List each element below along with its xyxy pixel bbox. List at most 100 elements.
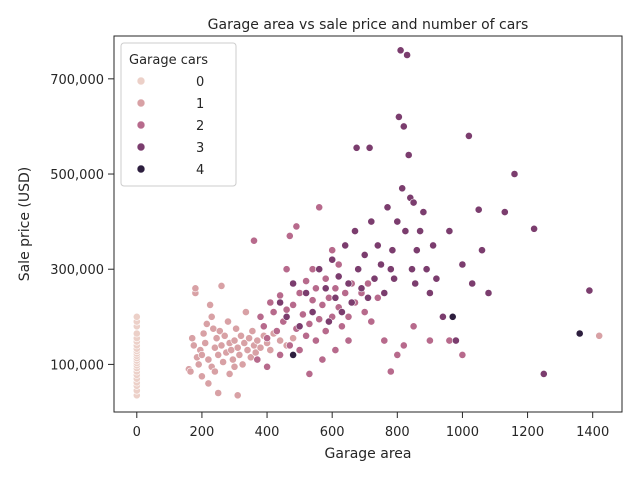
data-point <box>188 334 197 343</box>
data-point <box>256 312 265 321</box>
y-tick-label: 500,000 <box>50 168 104 183</box>
data-point <box>298 310 307 319</box>
data-point <box>197 372 206 381</box>
data-point <box>370 274 379 283</box>
legend-entries: 0 1 2 3 4 <box>136 75 204 178</box>
data-point <box>132 312 141 321</box>
data-point <box>328 255 337 264</box>
data-point <box>202 319 211 328</box>
data-point <box>367 317 376 326</box>
data-point <box>500 208 509 216</box>
x-tick-label: 600 <box>320 425 345 440</box>
data-point <box>292 222 301 231</box>
data-point <box>334 272 343 281</box>
x-tick-label: 1200 <box>511 425 544 440</box>
legend-marker <box>136 76 146 86</box>
data-point <box>360 308 369 316</box>
data-point <box>276 291 284 300</box>
data-point <box>311 336 320 345</box>
data-point <box>393 350 402 359</box>
data-point <box>530 224 538 233</box>
data-point <box>324 293 333 302</box>
data-point <box>352 143 361 152</box>
data-point <box>276 298 284 307</box>
data-point <box>393 217 402 226</box>
data-point <box>295 346 304 354</box>
data-point <box>217 341 226 350</box>
data-point <box>464 131 473 140</box>
data-point <box>204 379 213 388</box>
data-point <box>305 369 314 378</box>
data-point <box>411 279 420 288</box>
data-point <box>445 227 454 235</box>
data-point <box>344 336 353 345</box>
data-point <box>438 312 447 321</box>
data-point <box>276 350 284 359</box>
data-point <box>396 46 405 55</box>
data-point <box>351 227 359 235</box>
data-point <box>337 308 346 316</box>
data-point <box>416 227 424 235</box>
points-layer <box>132 46 604 400</box>
data-point <box>474 205 483 214</box>
data-point <box>219 358 227 366</box>
data-point <box>510 170 519 178</box>
data-point <box>282 312 291 321</box>
data-point <box>357 284 366 293</box>
data-point <box>230 362 239 371</box>
data-point <box>259 322 268 331</box>
y-tick-label: 700,000 <box>50 73 104 88</box>
data-point <box>308 265 317 274</box>
data-point <box>132 329 141 338</box>
data-point <box>409 198 418 207</box>
data-point <box>217 281 226 290</box>
data-point <box>253 355 262 364</box>
plot-frame <box>113 35 623 413</box>
data-point <box>373 293 382 302</box>
data-point <box>199 329 208 338</box>
data-point <box>318 300 327 309</box>
data-point <box>225 369 234 378</box>
data-point <box>321 274 330 283</box>
data-point <box>214 389 223 397</box>
data-point <box>227 346 236 354</box>
data-point <box>295 289 304 297</box>
x-tick-label: 200 <box>190 425 215 440</box>
data-point <box>341 241 350 250</box>
legend-marker <box>136 142 146 152</box>
data-point <box>321 327 330 335</box>
data-point <box>215 327 224 335</box>
data-point <box>408 265 416 274</box>
data-point <box>388 246 397 255</box>
data-point <box>311 284 320 293</box>
data-point <box>210 367 219 376</box>
data-point <box>276 336 284 345</box>
data-point <box>539 369 548 378</box>
legend-label: 4 <box>196 163 204 178</box>
data-point <box>201 339 210 347</box>
data-point <box>285 231 294 240</box>
data-point <box>266 298 275 307</box>
data-point <box>186 367 195 376</box>
legend-label: 0 <box>196 75 204 90</box>
data-point <box>289 279 297 288</box>
data-point <box>347 298 356 307</box>
data-point <box>263 334 271 343</box>
data-point <box>245 334 253 343</box>
data-point <box>412 246 421 255</box>
data-point <box>289 350 297 359</box>
data-point <box>364 293 372 302</box>
data-point <box>398 184 407 193</box>
data-point <box>285 341 294 350</box>
data-point <box>315 265 324 274</box>
data-point <box>419 208 428 216</box>
data-point <box>269 308 278 316</box>
data-point <box>207 312 216 321</box>
data-point <box>253 336 262 345</box>
data-point <box>318 355 327 364</box>
data-point <box>422 265 431 274</box>
data-point <box>241 308 250 316</box>
data-point <box>324 317 333 326</box>
data-point <box>191 284 200 293</box>
